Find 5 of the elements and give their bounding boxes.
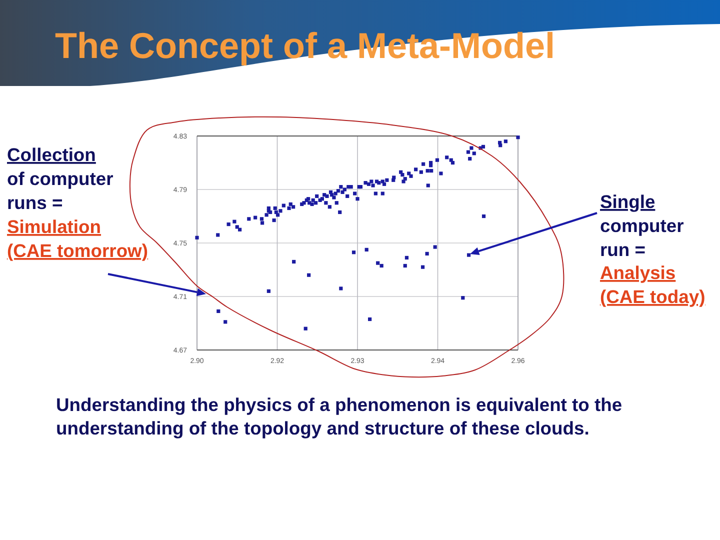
text: Collection of computer runs = [7,144,114,213]
text: Analysis (CAE today) [600,262,706,307]
text: Simulation (CAE tomorrow) [7,216,148,261]
text: Understanding the physics of a phenomenon is equivalent to the understanding of the topology and structure of these clouds. [56,394,622,438]
text: Single computer run = [600,191,684,260]
